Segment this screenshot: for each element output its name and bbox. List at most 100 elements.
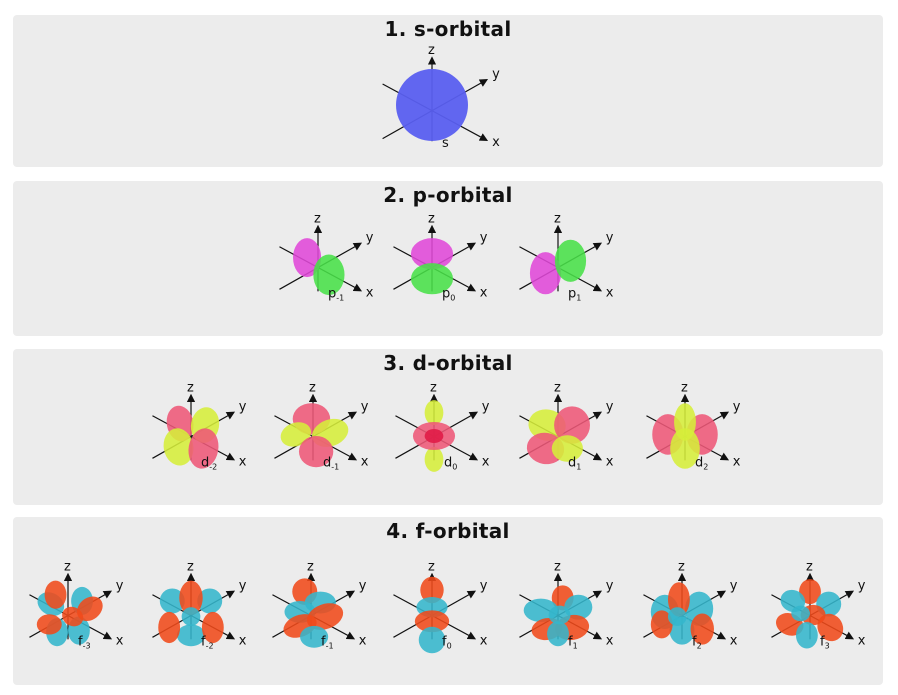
- x-axis-label: x: [480, 286, 488, 301]
- orbital-group: z y x f2: [643, 559, 738, 650]
- positive-lobe: [179, 580, 203, 615]
- x-axis-label: x: [366, 286, 374, 301]
- positive-lobe: [188, 428, 219, 469]
- z-axis-label: z: [554, 211, 561, 226]
- negative-lobe: [424, 446, 444, 472]
- orbital-group: z y x f1: [519, 559, 614, 650]
- orbital-label: f0: [442, 634, 452, 650]
- y-axis-label: y: [239, 578, 247, 593]
- y-axis-label: y: [116, 578, 124, 593]
- orbital-label: f1: [568, 634, 578, 650]
- y-axis-label: y: [239, 399, 247, 414]
- z-axis-label: z: [428, 211, 435, 226]
- z-axis-label: z: [681, 380, 688, 395]
- y-axis-label: y: [730, 578, 738, 593]
- z-axis-label: z: [309, 380, 316, 395]
- x-axis-label: x: [733, 455, 741, 470]
- orbital-label: d2: [695, 455, 708, 471]
- negative-lobe: [554, 239, 587, 282]
- section-title: 4. f-orbital: [386, 519, 510, 543]
- panel-p-orbital: 2. p-orbital z y x p-1 z y x p0 z y x p1: [13, 181, 883, 336]
- orbital-label: p1: [568, 286, 581, 302]
- orbital-label: f2: [692, 634, 702, 650]
- panel-f-orbital: 4. f-orbital z y x f-3 z y x f-2 z y x f-1 z y x f0 …: [13, 517, 883, 685]
- positive-lobe: [667, 582, 690, 617]
- positive-lobe: [554, 406, 590, 444]
- positive-lobe: [414, 610, 450, 633]
- negative-lobe: [791, 605, 810, 622]
- positive-lobe: [201, 611, 224, 644]
- negative-lobe: [410, 263, 454, 295]
- x-axis-label: x: [361, 455, 369, 470]
- z-axis-label: z: [554, 559, 561, 574]
- core-lobe: [424, 428, 444, 444]
- negative-lobe: [163, 428, 194, 466]
- orbital-f-0: z y x f0: [393, 559, 488, 654]
- orbital-p-1: z y x p1: [519, 211, 614, 302]
- negative-lobe: [159, 588, 185, 614]
- positive-lobe: [799, 579, 821, 605]
- y-axis-label: y: [606, 230, 614, 245]
- panel-d-orbital: 3. d-orbital z y x d-2 z y x d-1 z y x d0 z y x d1 z…: [13, 349, 883, 505]
- orbital-f-1: z y x f1: [519, 559, 614, 650]
- x-axis-label: x: [858, 634, 866, 649]
- negative-lobe: [300, 625, 329, 648]
- z-axis-label: z: [187, 559, 194, 574]
- negative-lobe: [551, 435, 583, 462]
- x-axis-label: x: [239, 634, 247, 649]
- z-axis-label: z: [314, 211, 321, 226]
- y-axis-label: y: [361, 399, 369, 414]
- positive-lobe: [690, 613, 714, 645]
- z-axis-label: z: [430, 380, 437, 395]
- x-axis-label: x: [606, 286, 614, 301]
- orbital-d-2: z y x d2: [646, 380, 741, 471]
- y-axis-label: y: [482, 399, 490, 414]
- panel-s-orbital: 1. s-orbital z y x s: [13, 15, 883, 167]
- orbital-group: z y x d2: [646, 380, 741, 471]
- x-axis-label: x: [239, 455, 247, 470]
- x-axis-label: x: [480, 634, 488, 649]
- y-axis-label: y: [480, 230, 488, 245]
- z-axis-label: z: [64, 559, 71, 574]
- orbital-f-2: z y x f2: [643, 559, 738, 650]
- orbital-label: s: [442, 136, 449, 151]
- positive-lobe: [44, 580, 67, 609]
- y-axis-label: y: [858, 578, 866, 593]
- x-axis-label: x: [492, 135, 500, 150]
- z-axis-label: z: [806, 559, 813, 574]
- z-axis-label: z: [678, 559, 685, 574]
- z-axis-label: z: [554, 380, 561, 395]
- z-axis-label: z: [187, 380, 194, 395]
- negative-lobe: [418, 626, 446, 654]
- x-axis-label: x: [482, 455, 490, 470]
- positive-lobe: [410, 238, 454, 270]
- positive-lobe: [293, 238, 322, 278]
- y-axis-label: y: [733, 399, 741, 414]
- orbital-group: z y x f3: [771, 559, 866, 650]
- orbital-f-3: z y x f3: [771, 559, 866, 650]
- z-axis-label: z: [428, 559, 435, 574]
- x-axis-label: x: [359, 634, 367, 649]
- negative-lobe: [548, 605, 571, 625]
- s-lobe: [396, 69, 468, 141]
- negative-lobe: [424, 400, 444, 426]
- orbital-group: z y x s: [382, 43, 500, 151]
- positive-lobe: [158, 611, 181, 644]
- negative-lobe: [181, 607, 201, 626]
- positive-lobe: [420, 576, 444, 604]
